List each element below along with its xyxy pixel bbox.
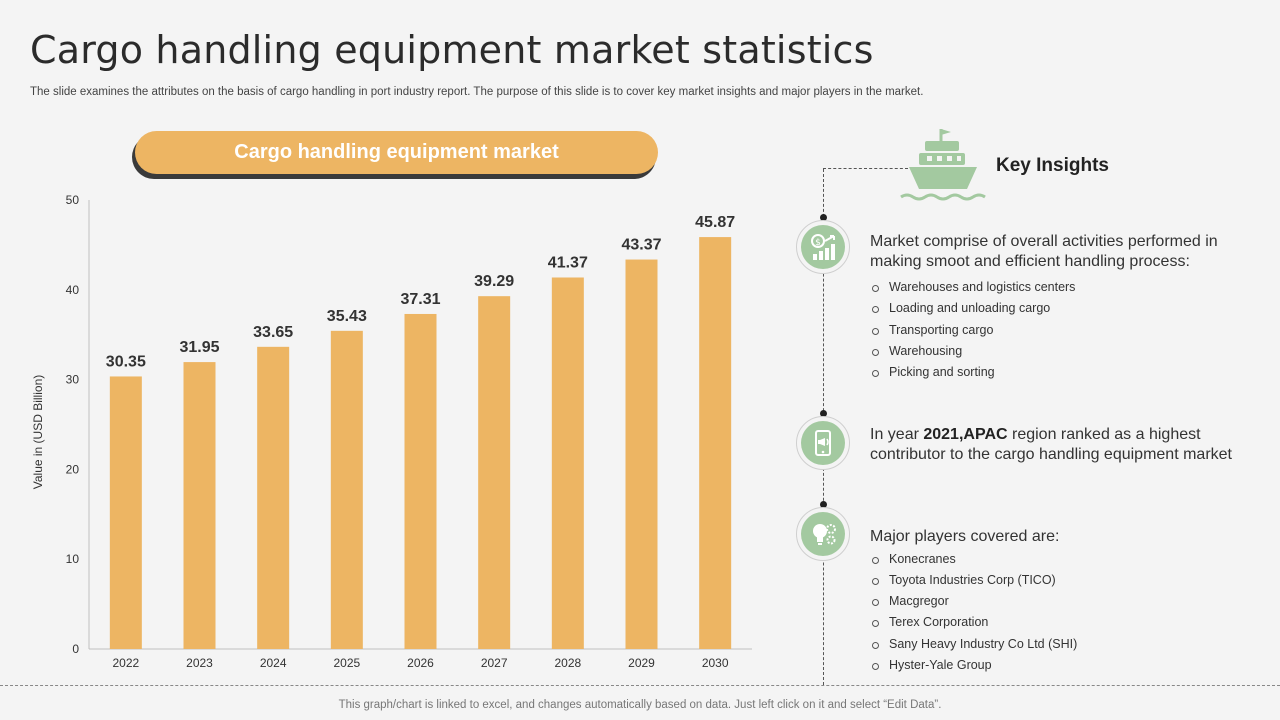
insight-block-activities: Market comprise of overall activities pe… bbox=[870, 232, 1250, 383]
timeline-dot bbox=[820, 214, 827, 221]
list-item: Terex Corporation bbox=[870, 612, 1250, 633]
insight-icon-ring: $ bbox=[796, 220, 850, 274]
insight-icon-ring bbox=[796, 507, 850, 561]
page-title: Cargo handling equipment market statisti… bbox=[30, 28, 874, 72]
footer-divider bbox=[0, 685, 1280, 686]
x-tick-label: 2026 bbox=[407, 656, 434, 670]
x-tick-label: 2024 bbox=[260, 656, 287, 670]
bar bbox=[404, 313, 437, 649]
data-label: 37.31 bbox=[400, 291, 440, 308]
list-item: Warehousing bbox=[870, 341, 1250, 362]
data-label: 33.65 bbox=[253, 324, 293, 341]
y-tick-label: 20 bbox=[66, 462, 80, 476]
x-tick-label: 2027 bbox=[481, 656, 508, 670]
list-item: Picking and sorting bbox=[870, 362, 1250, 383]
insight-text-highlight: 2021,APAC bbox=[923, 426, 1008, 443]
data-label: 45.87 bbox=[695, 214, 735, 231]
insight-text: In year 2021,APAC region ranked as a hig… bbox=[870, 425, 1250, 464]
footer-note: This graph/chart is linked to excel, and… bbox=[338, 699, 942, 711]
mobile-megaphone-icon bbox=[801, 421, 845, 465]
chart-title: Cargo handling equipment market bbox=[135, 131, 658, 174]
insight-text-post: region ranked as a highest contributor t… bbox=[870, 426, 1232, 463]
key-insights-heading: Key Insights bbox=[996, 155, 1109, 176]
x-tick-label: 2022 bbox=[112, 656, 139, 670]
list-item: Warehouses and logistics centers bbox=[870, 277, 1250, 298]
y-tick-label: 30 bbox=[66, 373, 80, 387]
bar bbox=[551, 277, 584, 649]
svg-text:$: $ bbox=[815, 238, 821, 248]
list-item: Konecranes bbox=[870, 549, 1250, 570]
list-item: Sany Heavy Industry Co Ltd (SHI) bbox=[870, 634, 1250, 655]
x-tick-label: 2029 bbox=[628, 656, 655, 670]
insight-text: Market comprise of overall activities pe… bbox=[870, 233, 1218, 270]
bar bbox=[330, 330, 363, 649]
list-item: Hyster-Yale Group bbox=[870, 655, 1250, 676]
players-list: Konecranes Toyota Industries Corp (TICO)… bbox=[870, 549, 1250, 677]
bar bbox=[478, 296, 511, 649]
bar bbox=[625, 259, 658, 649]
y-tick-label: 50 bbox=[66, 193, 80, 207]
x-tick-label: 2028 bbox=[554, 656, 581, 670]
insight-block-players: Major players covered are: Konecranes To… bbox=[870, 527, 1250, 676]
list-item: Loading and unloading cargo bbox=[870, 298, 1250, 319]
bar-chart: 0102030405030.35202231.95202333.65202435… bbox=[66, 193, 752, 670]
list-item: Transporting cargo bbox=[870, 320, 1250, 341]
data-label: 31.95 bbox=[179, 339, 219, 356]
data-label: 35.43 bbox=[327, 308, 367, 325]
x-tick-label: 2023 bbox=[186, 656, 213, 670]
data-label: 43.37 bbox=[621, 237, 661, 254]
x-tick-label: 2030 bbox=[702, 656, 729, 670]
activities-list: Warehouses and logistics centers Loading… bbox=[870, 277, 1250, 383]
lightbulb-gears-icon bbox=[801, 512, 845, 556]
list-item: Toyota Industries Corp (TICO) bbox=[870, 570, 1250, 591]
ship-icon bbox=[900, 129, 986, 201]
bar bbox=[109, 376, 142, 649]
data-label: 30.35 bbox=[106, 353, 146, 370]
insight-icon-ring bbox=[796, 416, 850, 470]
bar bbox=[699, 237, 732, 649]
money-growth-icon: $ bbox=[801, 225, 845, 269]
timeline-dot bbox=[820, 501, 827, 508]
connector-line-horizontal bbox=[823, 168, 908, 169]
data-label: 41.37 bbox=[548, 254, 588, 271]
page-subtitle: The slide examines the attributes on the… bbox=[30, 86, 924, 98]
y-tick-label: 10 bbox=[66, 552, 80, 566]
insight-text: Major players covered are: bbox=[870, 528, 1060, 545]
bar bbox=[183, 362, 216, 649]
insight-text-pre: In year bbox=[870, 426, 924, 443]
list-item: Macgregor bbox=[870, 591, 1250, 612]
bar bbox=[257, 346, 290, 649]
insight-block-apac: In year 2021,APAC region ranked as a hig… bbox=[870, 425, 1250, 464]
y-tick-label: 40 bbox=[66, 283, 80, 297]
y-tick-label: 0 bbox=[72, 642, 79, 656]
x-tick-label: 2025 bbox=[333, 656, 360, 670]
data-label: 39.29 bbox=[474, 273, 514, 290]
timeline-dot bbox=[820, 410, 827, 417]
